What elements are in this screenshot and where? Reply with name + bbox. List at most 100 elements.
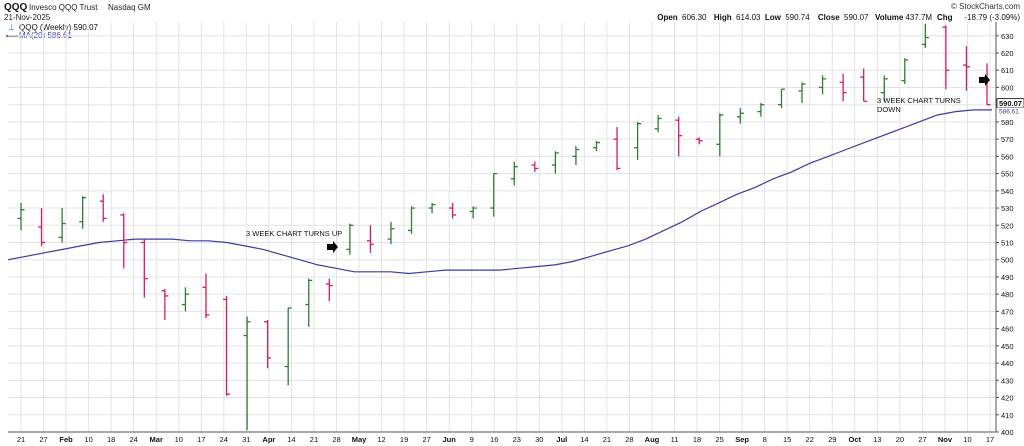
- y-tick-label: 580: [1001, 118, 1014, 127]
- y-tick-label: 510: [1001, 239, 1014, 248]
- ma-price-box: [997, 107, 1024, 115]
- x-tick-label: 14: [287, 435, 295, 444]
- x-tick-label: Oct: [849, 435, 862, 444]
- x-tick-label: 15: [783, 435, 791, 444]
- stat-label: Volume: [875, 13, 904, 22]
- ticker-symbol: QQQ: [4, 2, 28, 13]
- y-tick-label: 520: [1001, 221, 1014, 230]
- x-tick-label: 13: [873, 435, 881, 444]
- x-tick-label: 9: [470, 435, 474, 444]
- x-tick-label: Aug: [645, 435, 660, 444]
- x-tick-label: 21: [603, 435, 611, 444]
- y-tick-label: 410: [1001, 411, 1014, 420]
- x-tick-label: Apr: [262, 435, 275, 444]
- x-tick-label: 17: [197, 435, 205, 444]
- legend-price-icon: ⊥: [8, 23, 15, 32]
- stat-value: 614.03: [736, 13, 761, 22]
- y-tick-label: 420: [1001, 394, 1014, 403]
- security-name: Invesco QQQ Trust: [29, 3, 98, 12]
- x-tick-label: 10: [84, 435, 92, 444]
- source-credit: © StockCharts.com: [951, 2, 1020, 11]
- x-tick-label: Jul: [556, 435, 567, 444]
- stat-label: Chg: [937, 13, 953, 22]
- y-tick-label: 540: [1001, 187, 1014, 196]
- arrow-icon-down-signal: [979, 74, 990, 86]
- y-tick-label: 470: [1001, 307, 1014, 316]
- stat-value: 437.7M: [905, 13, 932, 22]
- annotation-turns-down-line2: DOWN: [877, 105, 901, 114]
- x-tick-label: 17: [986, 435, 994, 444]
- x-tick-label: 10: [175, 435, 183, 444]
- x-tick-label: 18: [107, 435, 115, 444]
- legend-price-label: QQQ (Weekly) 590.07: [19, 23, 99, 32]
- stat-value: 606.30: [682, 13, 707, 22]
- x-tick-label: 25: [715, 435, 723, 444]
- x-tick-label: 28: [625, 435, 633, 444]
- y-tick-label: 400: [1001, 428, 1014, 437]
- annotation-turns-up: 3 WEEK CHART TURNS UP: [246, 229, 342, 238]
- annotation-turns-down-line1: 3 WEEK CHART TURNS: [877, 96, 961, 105]
- x-tick-label: 19: [400, 435, 408, 444]
- x-tick-label: 21: [17, 435, 25, 444]
- exchange-name: Nasdaq GM: [108, 3, 151, 12]
- y-tick-label: 450: [1001, 342, 1014, 351]
- y-tick-label: 630: [1001, 32, 1014, 41]
- x-tick-label: 31: [242, 435, 250, 444]
- y-tick-label: 610: [1001, 66, 1014, 75]
- moving-average-line: [7, 109, 992, 275]
- x-tick-label: 23: [513, 435, 521, 444]
- x-tick-label: 28: [332, 435, 340, 444]
- x-tick-label: May: [352, 435, 367, 444]
- y-tick-label: 600: [1001, 83, 1014, 92]
- x-tick-label: 16: [490, 435, 498, 444]
- y-tick-label: 560: [1001, 152, 1014, 161]
- stat-label: Open: [657, 13, 678, 22]
- stat-label: Close: [818, 13, 840, 22]
- x-tick-label: Nov: [938, 435, 953, 444]
- arrow-icon-up-signal: [327, 241, 338, 253]
- stat-label: High: [714, 13, 732, 22]
- x-tick-label: 22: [806, 435, 814, 444]
- x-tick-label: 21: [310, 435, 318, 444]
- y-tick-label: 530: [1001, 204, 1014, 213]
- y-tick-label: 480: [1001, 290, 1014, 299]
- stat-value: 590.07: [844, 13, 869, 22]
- y-tick-label: 460: [1001, 325, 1014, 334]
- ohlc-bars: [17, 23, 991, 431]
- x-tick-label: 27: [39, 435, 47, 444]
- x-tick-label: Mar: [150, 435, 163, 444]
- x-tick-label: 27: [918, 435, 926, 444]
- y-tick-label: 430: [1001, 376, 1014, 385]
- x-tick-label: 8: [763, 435, 767, 444]
- x-tick-label: Jun: [442, 435, 456, 444]
- x-tick-label: 12: [377, 435, 385, 444]
- y-tick-label: 570: [1001, 135, 1014, 144]
- y-tick-label: 550: [1001, 170, 1014, 179]
- x-tick-label: Feb: [59, 435, 73, 444]
- y-tick-label: 490: [1001, 273, 1014, 282]
- stat-value: -18.79 (-3.09%): [964, 13, 1020, 22]
- x-tick-label: 24: [130, 435, 138, 444]
- chart-date: 21-Nov-2025: [4, 13, 51, 22]
- stat-label: Low: [765, 13, 782, 22]
- x-tick-label: 18: [693, 435, 701, 444]
- y-tick-label: 620: [1001, 49, 1014, 58]
- x-tick-label: 29: [828, 435, 836, 444]
- chart-grid: [8, 22, 996, 433]
- x-tick-label: 24: [220, 435, 228, 444]
- x-tick-label: 20: [896, 435, 904, 444]
- x-tick-label: 30: [535, 435, 543, 444]
- x-tick-label: 27: [422, 435, 430, 444]
- y-tick-label: 500: [1001, 256, 1014, 265]
- y-tick-label: 440: [1001, 359, 1014, 368]
- x-axis: 21 27 Feb 10 18 24 Mar 10 17 24 31 Apr 14 21 28 May 12 19…: [8, 431, 996, 444]
- x-tick-label: 11: [671, 435, 679, 444]
- close-price-label: 590.07: [999, 99, 1022, 108]
- x-tick-label: 14: [580, 435, 588, 444]
- stat-value: 590.74: [785, 13, 810, 22]
- ma-price-label: 586.61: [999, 109, 1019, 116]
